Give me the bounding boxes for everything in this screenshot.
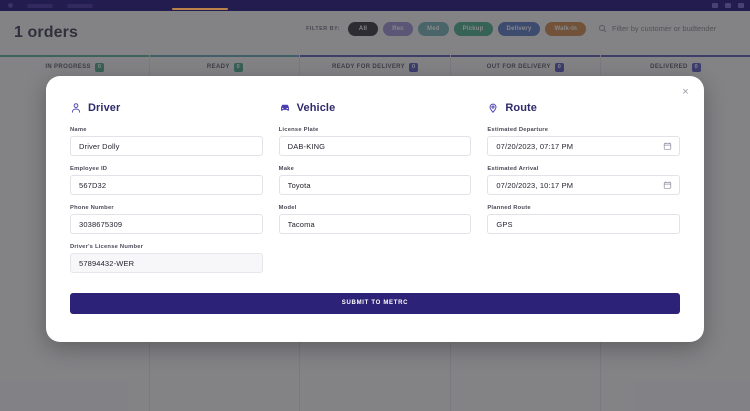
field-value: Driver Dolly — [79, 141, 120, 151]
field-label: Model — [278, 205, 297, 211]
nav-logo-dot[interactable] — [8, 3, 13, 8]
app-top-nav — [0, 0, 750, 11]
field-value: 07/20/2023, 10:17 PM — [496, 180, 574, 190]
close-icon[interactable]: × — [679, 86, 692, 99]
field-label: Employee ID — [70, 166, 108, 172]
field-value: 567D32 — [79, 180, 107, 190]
nav-action-3[interactable] — [738, 3, 744, 8]
nav-item-1[interactable] — [27, 3, 53, 8]
submit-to-metrc-button[interactable]: SUBMIT TO METRC — [70, 292, 680, 314]
driver-section-title: Driver — [88, 102, 121, 114]
field-value: 57894432-WER — [79, 258, 135, 268]
driver-field-phone-number: Phone Number 3038675309 — [70, 205, 263, 234]
nav-item-2[interactable] — [67, 3, 93, 8]
person-icon — [71, 103, 81, 113]
vehicle-field-model: Model Tacoma — [278, 205, 472, 234]
route-section-header: Route — [487, 102, 680, 114]
driver-field-name: Name Driver Dolly — [70, 127, 263, 156]
modal-form-body: Driver Name Driver Dolly Employee ID 567D32… — [46, 76, 704, 283]
driver-input-driver-s-license-number: 57894432-WER — [70, 253, 263, 273]
route-input-estimated-arrival[interactable]: 07/20/2023, 10:17 PM — [487, 175, 681, 195]
driver-section: Driver Name Driver Dolly Employee ID 567D32… — [70, 102, 263, 283]
calendar-icon[interactable] — [663, 181, 672, 190]
driver-input-name[interactable]: Driver Dolly — [70, 136, 263, 156]
field-label: License Plate — [278, 127, 319, 133]
field-value: DAB-KING — [287, 141, 326, 151]
route-fields: Estimated Departure 07/20/2023, 07:17 PM E… — [487, 127, 681, 234]
field-value: 3038675309 — [79, 219, 123, 229]
vehicle-input-license-plate[interactable]: DAB-KING — [278, 136, 472, 156]
field-value: 07/20/2023, 07:17 PM — [496, 141, 574, 151]
vehicle-section-header: Vehicle — [279, 102, 472, 114]
field-label: Planned Route — [487, 205, 531, 211]
vehicle-fields: License Plate DAB-KING Make Toyota Model Taco… — [278, 127, 472, 234]
driver-section-header: Driver — [70, 102, 263, 114]
nav-action-2[interactable] — [725, 3, 731, 8]
driver-fields: Name Driver Dolly Employee ID 567D32 Phone N… — [70, 127, 263, 273]
field-value: Toyota — [287, 180, 311, 190]
calendar-icon[interactable] — [663, 142, 672, 151]
vehicle-field-make: Make Toyota — [278, 166, 472, 195]
car-icon — [280, 104, 289, 111]
nav-action-1[interactable] — [712, 3, 718, 8]
field-label: Name — [70, 127, 87, 133]
vehicle-input-make[interactable]: Toyota — [278, 175, 472, 195]
nav-active-indicator — [172, 8, 228, 10]
route-section: Route Estimated Departure 07/20/2023, 07:… — [487, 102, 681, 283]
field-value: Tacoma — [287, 219, 315, 229]
route-input-planned-route[interactable]: GPS — [487, 214, 681, 234]
modal-footer: SUBMIT TO METRC — [46, 283, 704, 314]
vehicle-section: Vehicle License Plate DAB-KING Make Toyota M… — [278, 102, 472, 283]
field-label: Phone Number — [70, 205, 114, 211]
route-field-planned-route: Planned Route GPS — [487, 205, 681, 234]
delivery-details-modal: × Driver Name Driver Dolly Employee ID 567D… — [46, 76, 704, 342]
field-value: GPS — [496, 219, 513, 229]
vehicle-field-license-plate: License Plate DAB-KING — [278, 127, 472, 156]
route-section-title: Route — [505, 102, 538, 114]
driver-field-employee-id: Employee ID 567D32 — [70, 166, 263, 195]
field-label: Estimated Departure — [487, 127, 549, 133]
map-pin-icon — [489, 103, 497, 113]
vehicle-input-model[interactable]: Tacoma — [278, 214, 472, 234]
driver-input-phone-number[interactable]: 3038675309 — [70, 214, 263, 234]
field-label: Driver's License Number — [70, 244, 144, 250]
route-field-estimated-departure: Estimated Departure 07/20/2023, 07:17 PM — [487, 127, 681, 156]
field-label: Make — [278, 166, 295, 172]
route-field-estimated-arrival: Estimated Arrival 07/20/2023, 10:17 PM — [487, 166, 681, 195]
driver-input-employee-id[interactable]: 567D32 — [70, 175, 263, 195]
route-input-estimated-departure[interactable]: 07/20/2023, 07:17 PM — [487, 136, 681, 156]
vehicle-section-title: Vehicle — [296, 102, 336, 114]
driver-field-driver-s-license-number: Driver's License Number 57894432-WER — [70, 244, 263, 273]
nav-right-actions — [712, 3, 744, 8]
field-label: Estimated Arrival — [487, 166, 539, 172]
